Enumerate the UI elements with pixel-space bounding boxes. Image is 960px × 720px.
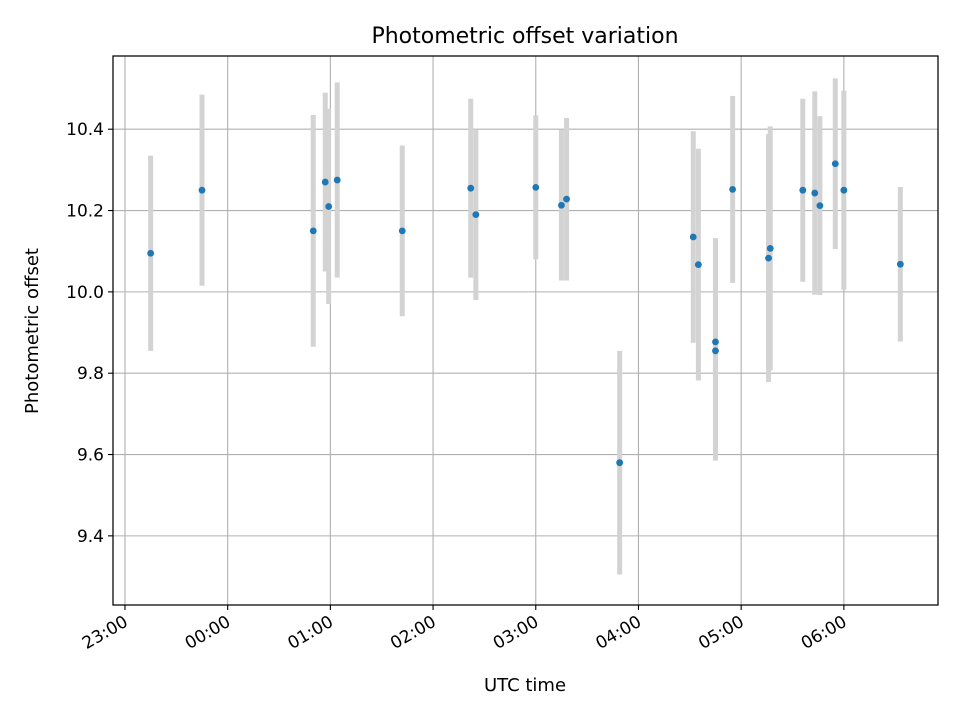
- y-tick-label: 10.0: [66, 283, 104, 303]
- y-tick-label: 10.2: [66, 202, 104, 222]
- y-axis-label: Photometric offset: [22, 248, 43, 414]
- data-point: [689, 233, 697, 241]
- data-point: [811, 189, 819, 197]
- data-point: [712, 338, 719, 346]
- data-point: [309, 227, 317, 235]
- plot-frame: [112, 55, 939, 606]
- data-point: [198, 186, 206, 194]
- data-point: [840, 186, 848, 194]
- data-point: [799, 186, 807, 194]
- data-point: [147, 249, 155, 257]
- data-point: [694, 261, 702, 269]
- data-point: [563, 195, 570, 203]
- data-point: [333, 176, 341, 184]
- data-point: [321, 178, 329, 186]
- data-point: [558, 201, 565, 209]
- data-point: [398, 227, 406, 235]
- y-tick-label: 10.4: [66, 120, 104, 140]
- data-point: [896, 260, 904, 268]
- data-point: [729, 185, 737, 193]
- data-point: [712, 347, 719, 355]
- data-point: [472, 211, 480, 219]
- data-point: [616, 459, 624, 467]
- data-point: [325, 203, 333, 210]
- data-point: [831, 160, 839, 168]
- data-point: [467, 184, 475, 192]
- data-point: [816, 202, 824, 210]
- data-point: [765, 254, 772, 262]
- chart-title: Photometric offset variation: [371, 24, 678, 49]
- y-tick-label: 9.4: [77, 527, 104, 547]
- data-points: [147, 160, 904, 467]
- y-tick-label: 9.6: [77, 446, 104, 466]
- x-axis-label: UTC time: [484, 675, 566, 696]
- data-point: [532, 183, 540, 191]
- data-point: [766, 244, 774, 252]
- y-axis-ticks: 9.4 9.6 9.8 10.0 10.2 10.4: [66, 120, 113, 547]
- y-tick-label: 9.8: [77, 364, 104, 384]
